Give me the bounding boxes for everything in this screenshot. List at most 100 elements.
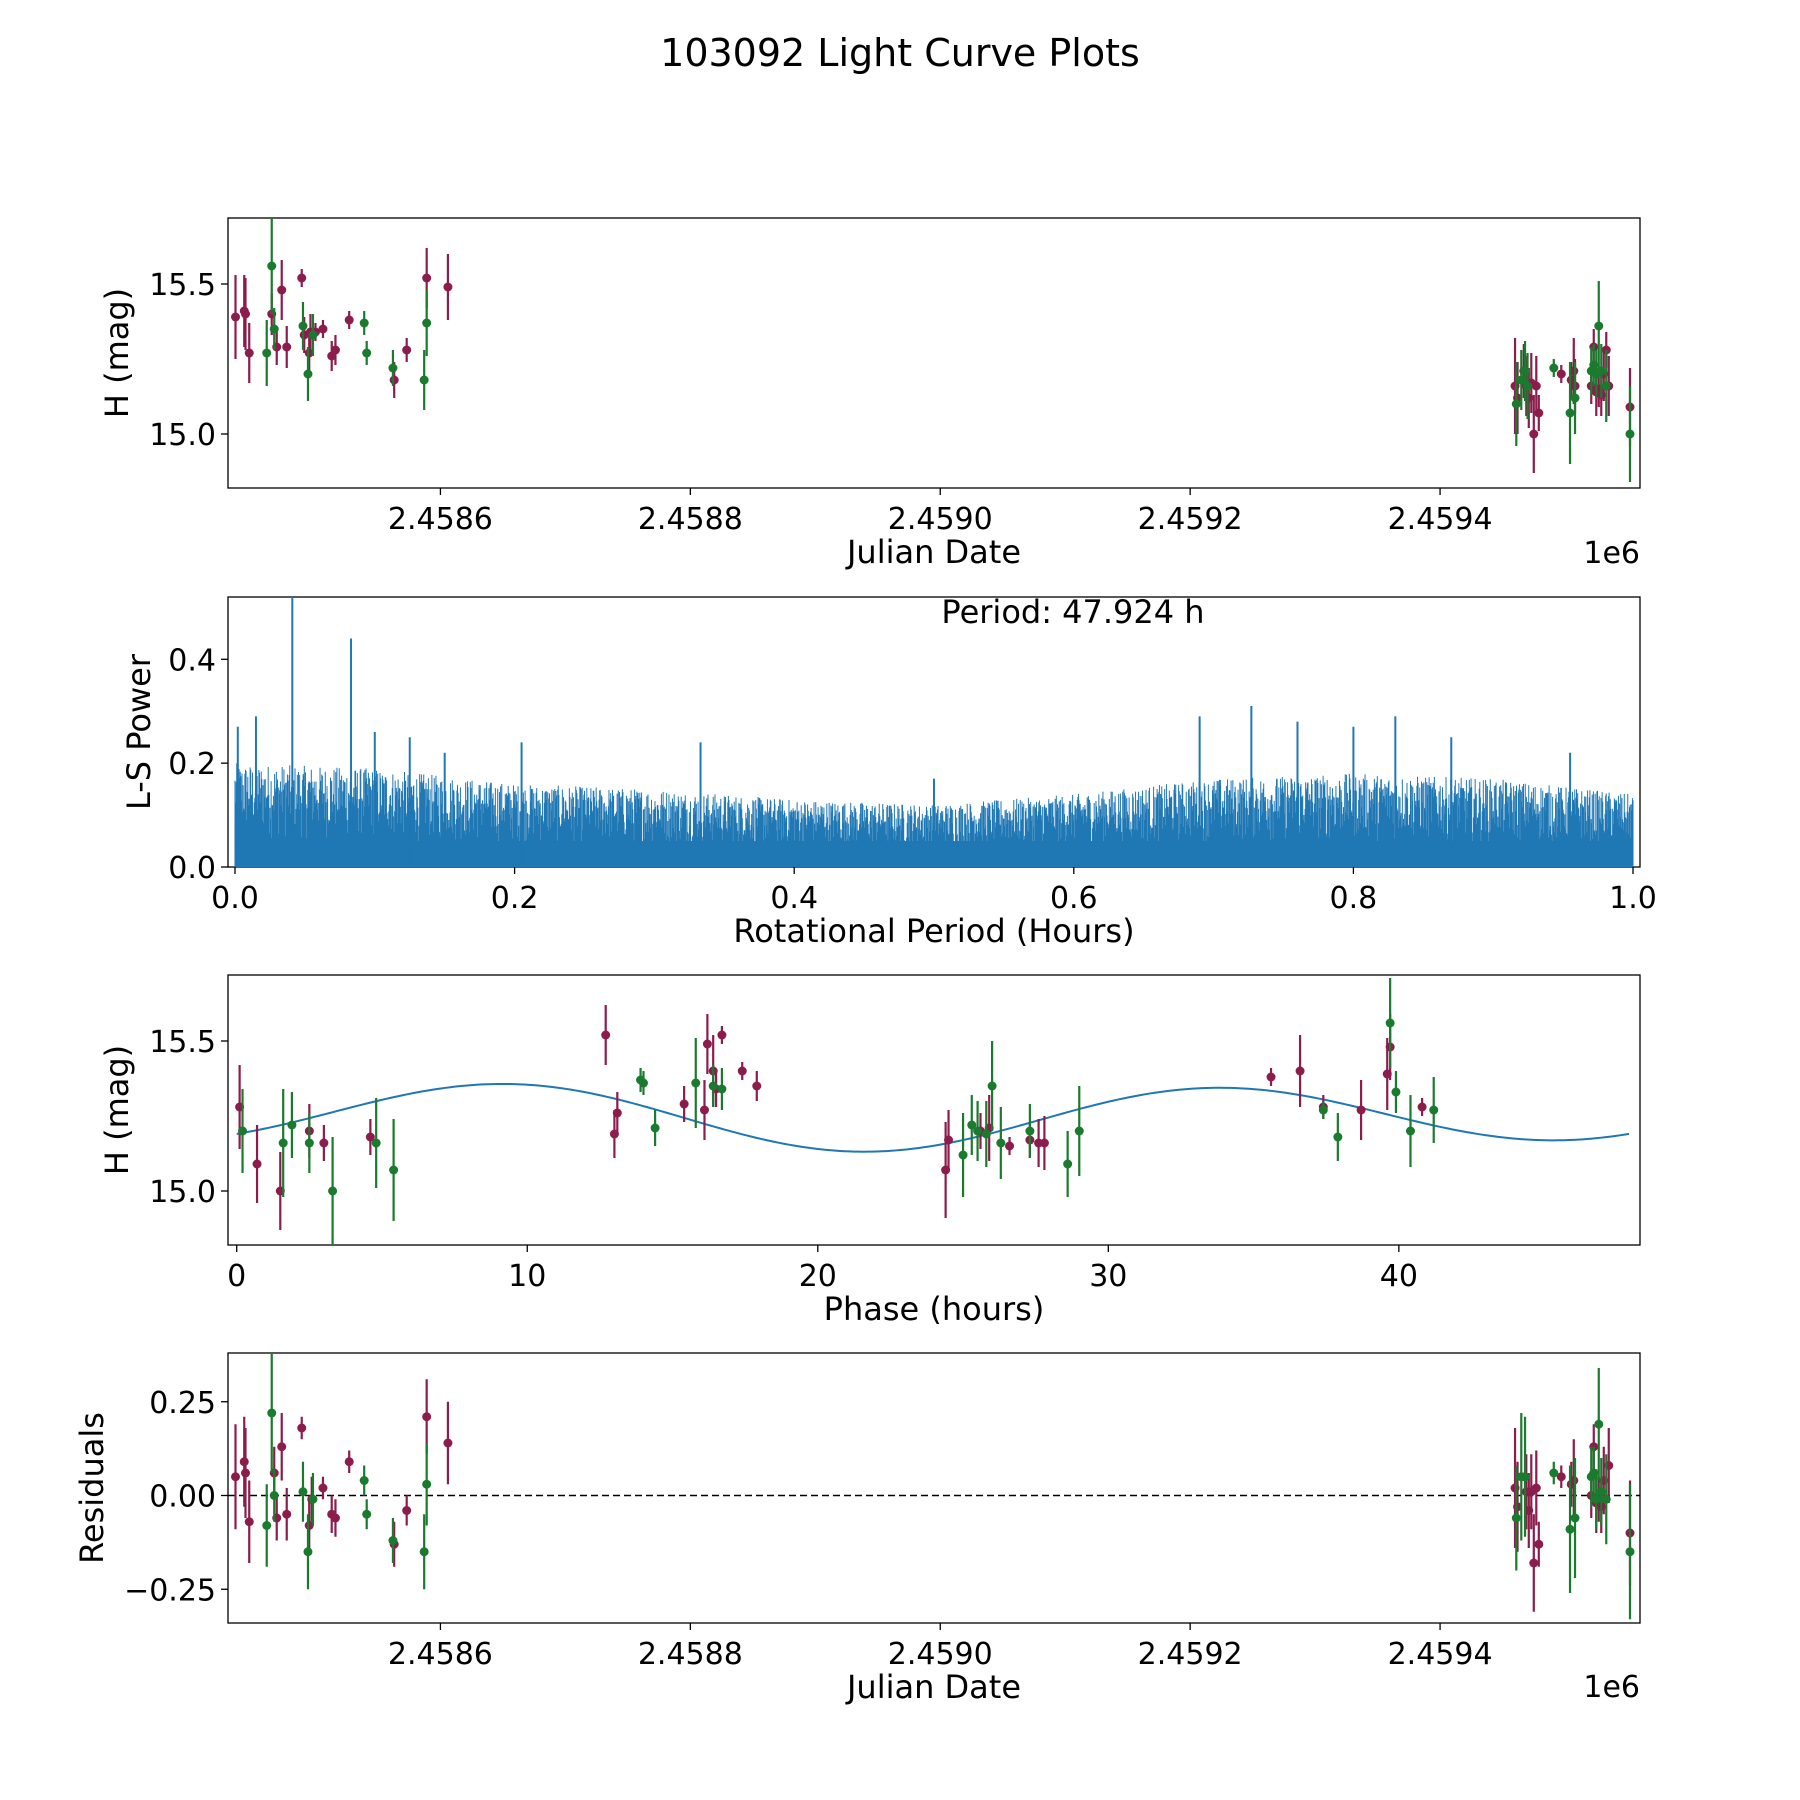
lightcurve-xtick-label: 2.4594 [1388,502,1493,537]
phased-data-point [371,1138,381,1148]
lightcurve-data-point [297,273,307,283]
residuals-data-point [1596,1487,1606,1497]
phased-data-point [996,1138,1006,1148]
residuals-data-point [298,1487,308,1497]
phased-xlabel: Phase (hours) [824,1290,1045,1328]
lightcurve-data-point [244,348,254,358]
residuals-data-point [359,1476,369,1485]
phased-data-point [365,1132,375,1142]
lightcurve-data-point [1601,381,1611,391]
residuals-data-point [344,1457,354,1467]
lightcurve-xtick-label: 2.4592 [1138,502,1243,537]
residuals-ytick-label: 0.25 [149,1386,216,1421]
periodogram-ylabel: L-S Power [120,653,158,810]
periodogram-panel: Period: 47.924 h Rotational Period (Hour… [120,593,1657,950]
residuals-data-point [443,1438,453,1448]
residuals-data-point [422,1412,432,1422]
phased-data-point [287,1120,297,1130]
residuals-frame [227,1352,1641,1624]
phased-data-point [304,1138,314,1148]
lightcurve-data-point [230,312,240,322]
phased-data-point [699,1105,709,1115]
residuals-data-point [1591,1494,1601,1504]
residuals-plot-area [228,1353,1640,1620]
phased-series-purple [235,1005,1427,1230]
phased-data-point [944,1135,954,1145]
periodogram-xlabel: Rotational Period (Hours) [733,912,1134,950]
phased-data-point [1025,1126,1035,1136]
lightcurve-data-point [402,345,412,355]
residuals-data-point [1594,1419,1604,1429]
lightcurve-data-point [389,375,399,385]
phased-ytick-label: 15.5 [149,1025,216,1060]
periodogram-xtick-label: 0.4 [770,881,818,916]
residuals-xtick-label: 2.4592 [1138,1637,1243,1672]
phased-data-point [1005,1141,1015,1151]
phased-ylabel: H (mag) [98,1045,136,1175]
phased-data-point [650,1123,660,1133]
lightcurve-data-point [1529,429,1539,439]
phased-data-point [1356,1105,1366,1115]
phased-data-point [1405,1126,1415,1136]
phased-data-point [973,1126,983,1136]
residuals-data-point [388,1536,398,1545]
phased-xtick-label: 20 [799,1259,837,1294]
phased-data-point [278,1138,288,1148]
phased-xtick-label: 30 [1089,1259,1127,1294]
phased-data-point [1391,1087,1401,1097]
residuals-data-point [282,1509,292,1519]
lightcurve-data-point [1556,369,1566,379]
residuals-data-point [1570,1513,1580,1523]
lightcurve-data-point [388,363,398,373]
residuals-data-point [308,1494,318,1504]
residuals-data-point [362,1509,372,1519]
residuals-series-green [262,1353,1635,1620]
residuals-xtick-label: 2.4586 [388,1637,493,1672]
residuals-data-point [422,1479,432,1489]
lightcurve-data-point [362,348,372,358]
lightcurve-data-point [1511,399,1521,409]
phased-data-point [679,1099,689,1109]
residuals-data-point [1601,1494,1611,1504]
phased-data-point [981,1129,991,1139]
figure-title: 103092 Light Curve Plots [660,31,1140,75]
phased-data-point [958,1150,968,1160]
periodogram-xtick-label: 1.0 [1609,881,1657,916]
phased-data-point [612,1108,622,1118]
phased-data-point [601,1030,611,1040]
phased-data-point [987,1081,997,1091]
period-annotation: Period: 47.924 h [941,593,1204,631]
lightcurve-data-point [318,324,328,334]
residuals-data-point [244,1517,254,1527]
phased-data-point [737,1066,747,1076]
phased-xtick-label: 0 [227,1259,246,1294]
lightcurve-data-point [269,324,279,334]
residuals-ytick-label: −0.25 [124,1573,216,1608]
lightcurve-xlabel: Julian Date [845,533,1021,571]
lightcurve-data-point [1596,366,1606,376]
phased-panel: Phase (hours) H (mag) 0 10 20 30 40 15.0 15.5 [98,974,1641,1328]
phased-data-point [238,1126,248,1136]
lightcurve-series-green [262,218,1635,482]
phased-data-point [252,1159,262,1169]
lightcurve-ylabel: H (mag) [98,288,136,418]
residuals-data-point [262,1521,272,1530]
lightcurve-data-point [359,318,369,328]
phased-data-point [1333,1132,1343,1142]
residuals-data-point [1565,1524,1575,1534]
phased-data-point [1039,1138,1049,1148]
lightcurve-data-point [1625,429,1635,439]
phased-data-point [328,1186,338,1196]
lightcurve-data-point [330,345,340,355]
residuals-xtick-label: 2.4588 [638,1637,743,1672]
periodogram-ytick-label: 0.2 [168,747,216,782]
residuals-data-point [230,1472,240,1482]
residuals-offset-label: 1e6 [1583,1670,1640,1705]
residuals-data-point [402,1506,412,1515]
lightcurve-data-point [1523,381,1533,391]
residuals-data-point [297,1423,307,1433]
phased-data-point [319,1138,329,1148]
phased-data-point [638,1078,648,1088]
lightcurve-data-point [1594,321,1604,331]
